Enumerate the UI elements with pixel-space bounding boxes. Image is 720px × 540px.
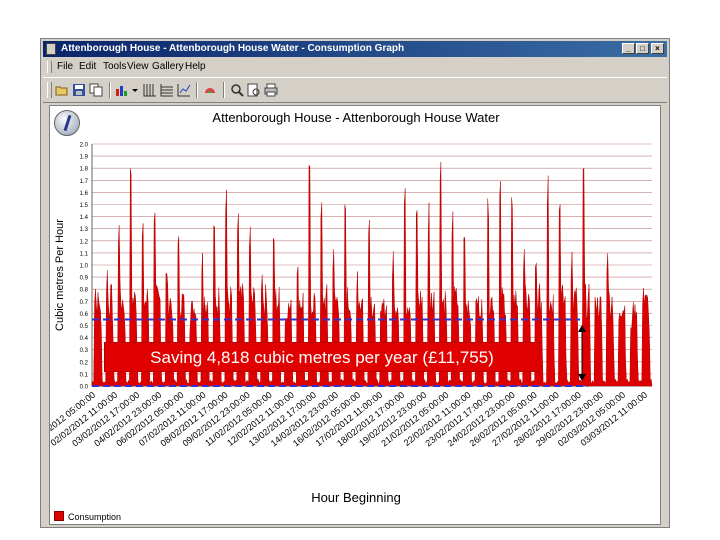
toolbar [43, 77, 667, 103]
chart-title: Attenborough House - Attenborough House … [212, 110, 500, 125]
toolbar-separator [223, 82, 225, 98]
y-tick-label: 1.6 [80, 191, 89, 197]
y-tick-label: 0.5 [80, 324, 89, 330]
palette-icon[interactable] [203, 83, 217, 97]
chart-area: 0.0 0.1 0.2 0.3 0.4 0.5 0.6 0.7 0.8 0.9 1.0 1.1 1.2 1… [49, 105, 661, 525]
toolbar-separator [109, 82, 111, 98]
x-axis-label: Hour Beginning [311, 490, 401, 505]
print-icon[interactable] [264, 83, 278, 97]
minimize-button[interactable]: _ [622, 43, 635, 54]
chart-plot: 0.0 0.1 0.2 0.3 0.4 0.5 0.6 0.7 0.8 0.9 1.0 1.1 1.2 1… [50, 143, 653, 449]
y-tick-label: 0.7 [80, 300, 89, 306]
toolbar-separator [196, 82, 198, 98]
y-tick-label: 0.3 [80, 348, 89, 354]
savings-annotation: Saving 4,818 cubic metres per year (£11,… [104, 342, 540, 372]
maximize-button[interactable]: □ [636, 43, 649, 54]
grid-icon[interactable] [143, 83, 157, 97]
baseline-dashed-lines [92, 318, 588, 387]
toolbar-grip [47, 82, 52, 98]
y-tick-label: 0.4 [80, 336, 89, 342]
y-tick-label: 1.5 [80, 203, 89, 209]
y-axis-ticks: 0.0 0.1 0.2 0.3 0.4 0.5 0.6 0.7 0.8 0.9 1.0 1.1 1.2 1… [80, 143, 89, 391]
y-tick-label: 0.0 [80, 385, 89, 391]
window-title: Attenborough House - Attenborough House … [61, 43, 405, 54]
menu-edit[interactable]: Edit [79, 61, 97, 72]
y-tick-label: 1.1 [80, 251, 89, 257]
save-icon[interactable] [72, 83, 86, 97]
close-button[interactable]: × [651, 43, 664, 54]
menu-help[interactable]: Help [185, 61, 206, 72]
print-preview-icon[interactable] [247, 83, 261, 97]
y-tick-label: 1.8 [80, 167, 89, 173]
y-tick-label: 1.0 [80, 264, 89, 270]
y-axis-label: Cubic metres Per Hour [54, 219, 66, 331]
menu-grip [47, 61, 52, 73]
app-logo [54, 110, 80, 136]
y-tick-label: 1.2 [80, 239, 89, 245]
zoom-icon[interactable] [230, 83, 244, 97]
menu-tools[interactable]: Tools [103, 61, 127, 72]
y-tick-label: 0.2 [80, 360, 89, 366]
app-icon [46, 43, 56, 55]
y-tick-label: 0.6 [80, 312, 89, 318]
y-tick-label: 1.3 [80, 227, 89, 233]
title-bar: Attenborough House - Attenborough House … [43, 41, 667, 57]
chart-options-icon[interactable] [177, 83, 191, 97]
y-tick-label: 2.0 [80, 143, 89, 149]
menu-view[interactable]: View [127, 61, 149, 72]
menu-gallery[interactable]: Gallery [152, 61, 184, 72]
app-window: Attenborough House - Attenborough House … [40, 38, 670, 528]
y-tick-label: 1.7 [80, 179, 89, 185]
dropdown-arrow-icon[interactable] [131, 83, 139, 97]
legend-swatch-consumption [54, 511, 64, 521]
copy-icon[interactable] [89, 83, 103, 97]
bar-chart-icon[interactable] [115, 83, 129, 97]
menu-bar: File Edit Tools View Gallery Help [43, 59, 667, 75]
menu-file[interactable]: File [57, 61, 74, 72]
y-tick-label: 0.9 [80, 276, 89, 282]
y-tick-label: 1.9 [80, 155, 89, 161]
consumption-series [91, 161, 653, 387]
y-tick-label: 0.1 [80, 372, 89, 378]
y-tick-label: 0.8 [80, 288, 89, 294]
y-tick-label: 1.4 [80, 215, 89, 221]
table-icon[interactable] [160, 83, 174, 97]
open-icon[interactable] [55, 83, 69, 97]
double-arrow-icon [578, 325, 586, 381]
legend-label-consumption: Consumption [68, 512, 122, 522]
